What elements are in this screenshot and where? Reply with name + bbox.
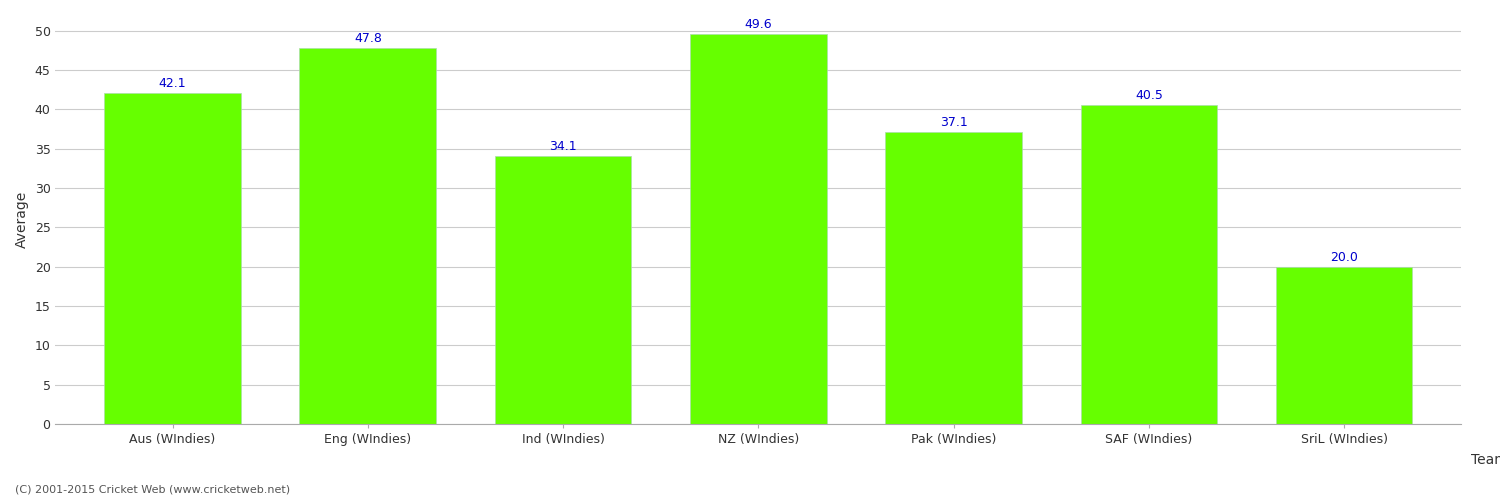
Bar [1276,266,1413,424]
Bar [104,93,242,424]
X-axis label: Team: Team [1472,452,1500,466]
Bar [300,48,436,424]
Text: 40.5: 40.5 [1136,90,1162,102]
Text: 47.8: 47.8 [354,32,382,45]
Bar [885,132,1022,424]
Text: 42.1: 42.1 [159,76,186,90]
Y-axis label: Average: Average [15,191,28,248]
Bar [690,34,826,424]
Bar [1080,106,1216,424]
Text: 49.6: 49.6 [744,18,772,30]
Text: (C) 2001-2015 Cricket Web (www.cricketweb.net): (C) 2001-2015 Cricket Web (www.cricketwe… [15,485,290,495]
Bar [495,156,632,424]
Text: 20.0: 20.0 [1330,250,1358,264]
Text: 34.1: 34.1 [549,140,578,152]
Text: 37.1: 37.1 [939,116,968,129]
